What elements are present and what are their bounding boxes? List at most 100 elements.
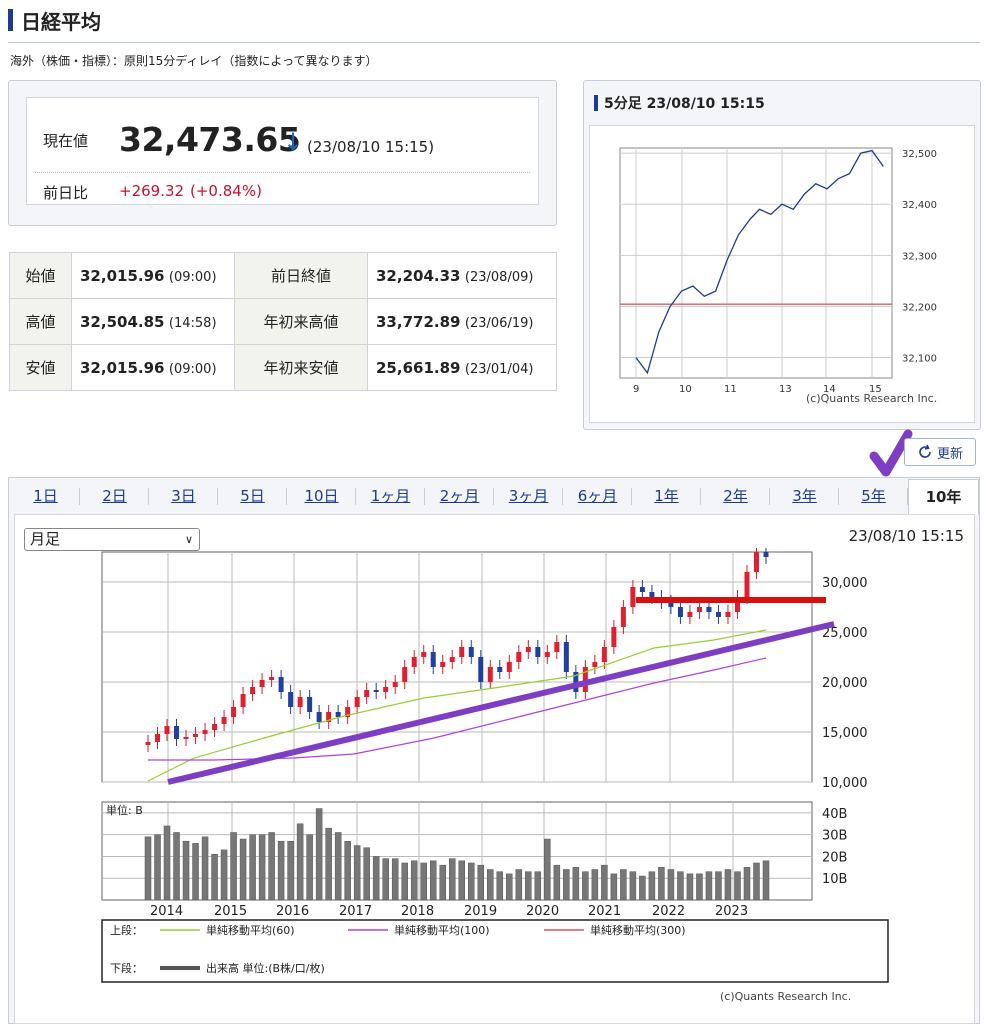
volume-bar — [192, 843, 199, 901]
volume-bar — [496, 871, 504, 901]
candle-body — [582, 667, 588, 692]
tab-period[interactable]: 2日 — [80, 479, 149, 513]
low-time: (09:00) — [168, 361, 217, 377]
x-axis-year-tick: 2021 — [588, 904, 621, 919]
volume-bar — [391, 858, 399, 901]
candle-body — [373, 690, 379, 692]
candle-body — [630, 587, 636, 607]
volume-bar — [743, 867, 751, 901]
volume-bar — [734, 871, 741, 901]
high-time: (14:58) — [168, 315, 217, 331]
intraday-title: 5分足 23/08/10 15:15 — [604, 96, 765, 112]
tab-period[interactable]: 2年 — [701, 479, 770, 513]
legend-lower-label: 下段： — [110, 961, 143, 975]
candle-body — [687, 612, 693, 617]
volume-bar — [487, 869, 494, 901]
candle-body — [696, 607, 702, 612]
volume-bar — [639, 875, 646, 901]
x-axis-year-tick: 2018 — [401, 904, 434, 919]
candle-body — [487, 667, 493, 682]
tab-period[interactable]: 10日 — [287, 479, 356, 513]
candle-body — [345, 707, 351, 717]
volume-bar — [239, 838, 247, 901]
candle-body — [316, 712, 322, 722]
change-label: 前日比 — [43, 184, 89, 202]
legend-volume-label: 出来高 単位:(B株/口/枚) — [206, 961, 325, 975]
price-y-tick: 30,000 — [822, 576, 868, 591]
x-axis-year-tick: 2023 — [715, 904, 748, 919]
candle-body — [535, 647, 541, 657]
volume-bar — [420, 862, 427, 901]
open-cell: 32,015.96 (09:00) — [71, 252, 235, 299]
intraday-x-tick: 11 — [724, 384, 737, 395]
tab-period[interactable]: 3ヶ月 — [494, 479, 563, 513]
volume-bar — [601, 864, 608, 901]
volume-bar — [458, 860, 466, 901]
period-select[interactable]: 月足 ∨ — [24, 528, 200, 551]
candle-body — [563, 642, 569, 672]
open-label: 始値 — [9, 252, 72, 299]
volume-bar — [724, 869, 732, 901]
volume-bar — [249, 834, 256, 901]
volume-bar — [715, 871, 722, 901]
x-axis-year-tick: 2019 — [464, 904, 497, 919]
refresh-button[interactable]: 更新 — [904, 438, 976, 466]
volume-bar — [525, 871, 532, 901]
candle-body — [326, 712, 332, 722]
candle-body — [468, 647, 474, 657]
volume-bar — [705, 871, 713, 901]
intraday-plot-frame — [619, 147, 893, 379]
candle-body — [402, 667, 408, 682]
page-header: 日経平均 — [8, 6, 101, 34]
intraday-panel: 5分足 23/08/10 15:15 32,500 32,400 32,300 32,… — [583, 80, 981, 430]
legend-item: 単純移動平均(300) — [590, 923, 686, 937]
volume-y-tick: 40B — [822, 807, 847, 822]
volume-bar — [572, 867, 580, 901]
candle-body — [554, 642, 560, 652]
volume-bar — [258, 834, 266, 901]
candle-body — [259, 680, 265, 687]
check-mark-icon — [869, 429, 913, 477]
tab-period[interactable]: 2ヶ月 — [425, 479, 494, 513]
volume-bar — [610, 873, 618, 901]
candle-body — [202, 730, 208, 734]
chevron-down-icon: ∨ — [184, 533, 193, 546]
intraday-copyright: (c)Quants Research Inc. — [806, 392, 937, 405]
candle-body — [183, 737, 189, 739]
candle-body — [592, 662, 598, 667]
volume-bar — [677, 871, 684, 901]
volume-bar — [201, 836, 209, 901]
ytd-low-label: 年初来安値 — [234, 344, 368, 391]
candle-body — [706, 607, 712, 612]
legend-upper-label: 上段： — [110, 923, 143, 937]
candle-body — [744, 572, 750, 597]
candle-body — [364, 690, 370, 697]
intraday-x-tick: 9 — [633, 384, 639, 395]
ytd-high-date: (23/06/19) — [464, 315, 534, 331]
tab-period[interactable]: 1日 — [11, 479, 80, 513]
tab-period[interactable]: 6ヶ月 — [563, 479, 632, 513]
tab-period[interactable]: 3年 — [770, 479, 839, 513]
tab-period[interactable]: 5年 — [839, 479, 908, 513]
candle-body — [544, 652, 550, 657]
tab-period[interactable]: 3日 — [149, 479, 218, 513]
tab-period[interactable]: 1ヶ月 — [356, 479, 425, 513]
volume-bar — [506, 873, 513, 901]
open-time: (09:00) — [168, 269, 217, 285]
tab-period[interactable]: 1年 — [632, 479, 701, 513]
price-y-tick: 25,000 — [822, 626, 868, 641]
down-arrow-icon: ↓ — [283, 128, 304, 156]
tab-period[interactable]: 10年 — [908, 479, 979, 515]
candle-body — [611, 627, 617, 647]
volume-bar — [515, 869, 523, 901]
high-value: 32,504.85 — [80, 312, 165, 331]
price-plot-frame — [101, 551, 813, 783]
price-y-tick: 20,000 — [822, 676, 868, 691]
volume-bar — [230, 832, 237, 901]
volume-y-tick: 30B — [822, 829, 847, 844]
ytd-low-cell: 25,661.89 (23/01/04) — [367, 344, 557, 391]
high-label: 高値 — [9, 298, 72, 345]
volume-bar — [382, 858, 389, 901]
tab-period[interactable]: 5日 — [218, 479, 287, 513]
volume-y-tick: 20B — [822, 850, 847, 865]
